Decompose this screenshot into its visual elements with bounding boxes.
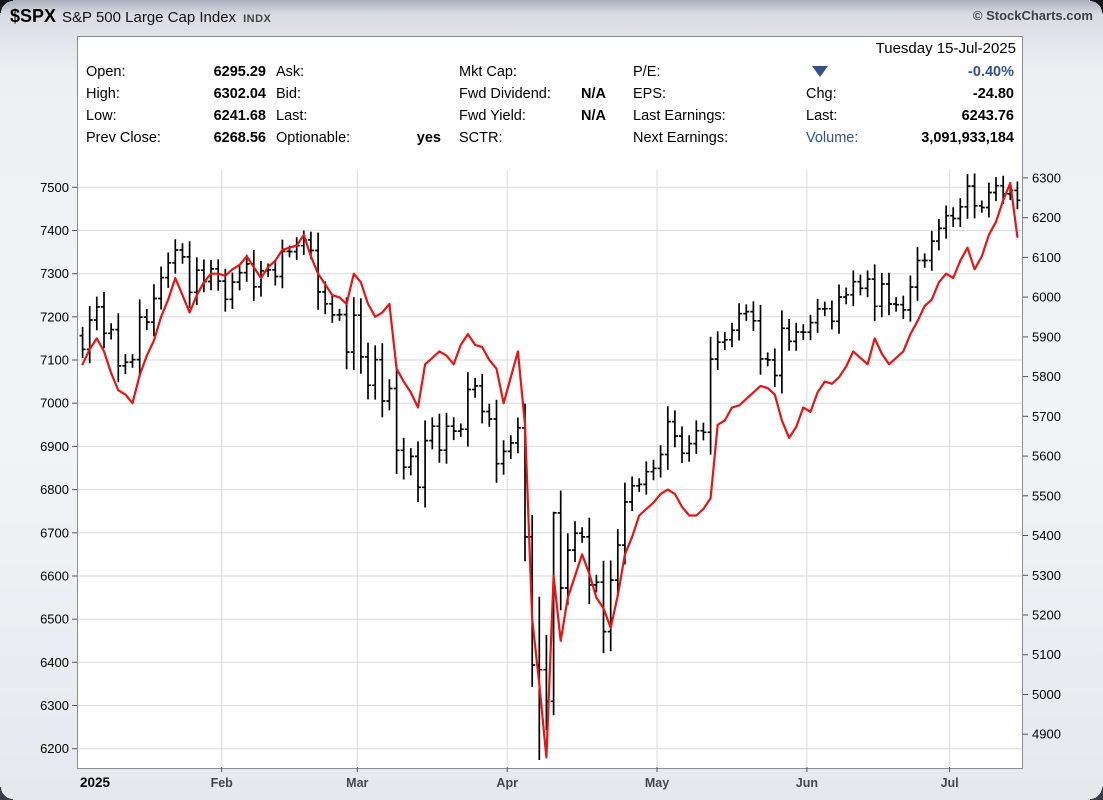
quote-change-direction	[806, 63, 868, 81]
chart-title: $SPX S&P 500 Large Cap Index INDX	[10, 6, 271, 27]
quote-label-ask: Ask:	[276, 64, 305, 80]
right-axis-label: 6100	[1032, 250, 1061, 265]
quote-label-optionable: Optionable:	[276, 130, 351, 146]
right-axis-label: 5700	[1032, 409, 1061, 424]
x-axis-label: 2025	[80, 775, 111, 790]
right-axis-label: 5400	[1032, 528, 1061, 543]
quote-label-pe: P/E:	[633, 64, 661, 80]
left-axis-label: 6200	[40, 741, 69, 756]
quote-value-chg: -24.80	[972, 86, 1014, 102]
stockcharts-credit: © StockCharts.com	[972, 8, 1093, 23]
quote-value-open: 6295.29	[213, 64, 266, 80]
quote-value-volume: 3,091,933,184	[921, 130, 1014, 146]
quote-label-sctr: SCTR:	[459, 130, 503, 146]
right-axis-label: 5000	[1032, 687, 1061, 702]
quote-value-last-price: 6243.76	[961, 108, 1014, 124]
right-axis-label: 6300	[1032, 170, 1061, 185]
left-axis-label: 7100	[40, 353, 69, 368]
exchange-label: INDX	[243, 13, 272, 25]
quote-label-next-earnings: Next Earnings:	[633, 130, 729, 146]
quote-label-bid: Bid:	[276, 86, 301, 102]
right-axis-label: 6200	[1032, 210, 1061, 225]
left-axis-label: 6300	[40, 698, 69, 713]
quote-label-last-price: Last:	[806, 108, 838, 124]
right-axis-label: 5800	[1032, 369, 1061, 384]
left-axis-label: 6600	[40, 569, 69, 584]
left-axis-label: 6700	[40, 525, 69, 540]
left-axis-label: 7500	[40, 180, 69, 195]
quote-label-mktcap: Mkt Cap:	[459, 64, 518, 80]
left-axis-label: 6500	[40, 612, 69, 627]
right-axis-label: 4900	[1032, 727, 1061, 742]
quote-label-last-blank: Last:	[276, 108, 308, 124]
left-axis-label: 6900	[40, 439, 69, 454]
quote-value-high: 6302.04	[213, 86, 266, 102]
right-axis-label: 5100	[1032, 647, 1061, 662]
quote-value-change-percent: -0.40%	[968, 64, 1014, 80]
index-name-label: S&P 500 Large Cap Index	[62, 9, 237, 26]
quote-value-prev-close: 6268.56	[213, 130, 266, 146]
window-corner	[1090, 787, 1103, 800]
right-axis-label: 5500	[1032, 488, 1061, 503]
quote-label-last-earnings: Last Earnings:	[633, 108, 726, 124]
right-axis-label: 5200	[1032, 608, 1061, 623]
left-axis-label: 7300	[40, 266, 69, 281]
quote-value-fwd-dividend: N/A	[581, 86, 606, 102]
change-down-triangle-icon	[812, 66, 828, 77]
quote-value-fwd-yield: N/A	[581, 108, 606, 124]
quote-date: Tuesday 15-Jul-2025	[875, 40, 1016, 57]
left-axis-label: 6400	[40, 655, 69, 670]
x-axis-label: May	[645, 776, 669, 790]
quote-value-low: 6241.68	[213, 108, 266, 124]
x-axis-label: Jul	[941, 776, 959, 790]
left-axis-label: 7400	[40, 223, 69, 238]
quote-label-high: High:	[86, 86, 120, 102]
x-axis-label: Feb	[211, 776, 234, 790]
window-corner	[0, 787, 13, 800]
quote-label-open: Open:	[86, 64, 126, 80]
right-axis-label: 5300	[1032, 568, 1061, 583]
quote-label-low: Low:	[86, 108, 117, 124]
quote-label-volume: Volume:	[806, 130, 859, 146]
right-axis-label: 5600	[1032, 449, 1061, 464]
x-axis-label: Mar	[346, 776, 368, 790]
right-axis-label: 6000	[1032, 290, 1061, 305]
quote-label-fwd-dividend: Fwd Dividend:	[459, 86, 551, 102]
quote-label-prev-close: Prev Close:	[86, 130, 161, 146]
quote-value-optionable: yes	[416, 130, 441, 146]
right-axis-label: 5900	[1032, 329, 1061, 344]
quote-grid: Open: 6295.29 Ask: Mkt Cap: P/E: -0.40% …	[86, 61, 1016, 149]
symbol-label: $SPX	[10, 6, 57, 26]
quote-label-fwd-yield: Fwd Yield:	[459, 108, 526, 124]
x-axis-label: Jun	[796, 776, 818, 790]
left-axis-label: 7200	[40, 309, 69, 324]
quote-label-eps: EPS:	[633, 86, 667, 102]
left-axis-label: 6800	[40, 482, 69, 497]
quote-label-chg: Chg:	[806, 86, 837, 102]
x-axis-label: Apr	[496, 776, 518, 790]
left-axis-label: 7000	[40, 396, 69, 411]
